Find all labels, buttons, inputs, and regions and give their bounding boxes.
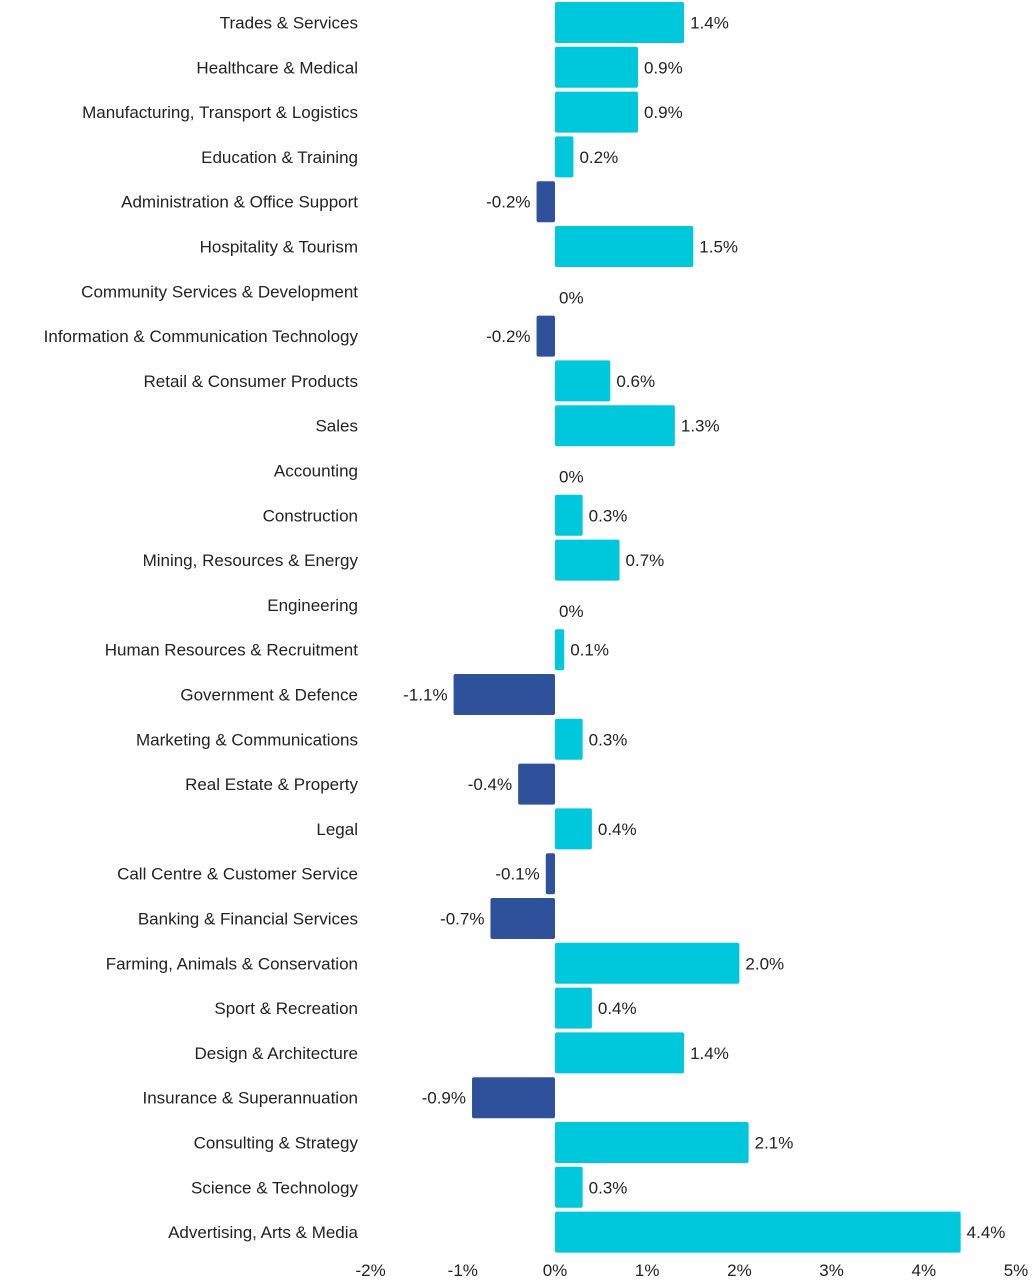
category-label: Engineering	[267, 596, 358, 615]
value-label: 0%	[559, 602, 584, 621]
value-label: 1.3%	[681, 417, 720, 436]
value-label: 0.9%	[644, 103, 683, 122]
x-tick-label: 4%	[912, 1261, 937, 1280]
value-label: 0.4%	[598, 999, 637, 1018]
x-tick-label: 3%	[819, 1261, 844, 1280]
value-label: 0.3%	[589, 506, 628, 525]
bar	[555, 226, 694, 267]
category-label: Retail & Consumer Products	[144, 372, 358, 391]
category-label: Human Resources & Recruitment	[105, 641, 358, 660]
x-tick-label: -2%	[355, 1261, 385, 1280]
bar	[555, 1166, 583, 1208]
bar	[536, 315, 555, 357]
category-label: Healthcare & Medical	[196, 58, 358, 77]
x-tick-label: 0%	[543, 1261, 568, 1280]
value-label: 4.4%	[967, 1223, 1006, 1242]
bar	[555, 136, 574, 178]
value-label: 1.4%	[690, 14, 729, 33]
category-label: Administration & Office Support	[121, 193, 358, 212]
value-label: 0.3%	[589, 730, 628, 749]
value-label: -0.2%	[486, 327, 530, 346]
bar	[555, 46, 638, 88]
x-tick-label: 5%	[1004, 1261, 1029, 1280]
value-label: 2.0%	[745, 954, 784, 973]
value-label: -0.2%	[486, 193, 530, 212]
bar	[545, 853, 555, 895]
bar	[555, 942, 740, 984]
category-label: Consulting & Strategy	[194, 1134, 359, 1153]
value-label: 1.5%	[699, 238, 738, 257]
value-label: 0.7%	[626, 551, 665, 570]
value-label: 0%	[559, 468, 584, 487]
value-label: 0.9%	[644, 58, 683, 77]
bar	[555, 2, 685, 43]
value-label: 0.3%	[589, 1178, 628, 1197]
category-label: Legal	[316, 820, 358, 839]
bar	[555, 987, 592, 1029]
category-label: Design & Architecture	[195, 1044, 358, 1063]
value-labels: 1.4% 0.9% 0.9% 0.2% -0.2% 1.5% 0% -0.2% 0.6% 1.3%…	[403, 14, 1005, 1243]
category-label: Advertising, Arts & Media	[168, 1223, 358, 1242]
bar	[518, 763, 555, 805]
value-label: 0%	[559, 288, 584, 307]
value-label: -0.7%	[440, 910, 484, 929]
category-label: Insurance & Superannuation	[143, 1089, 359, 1108]
bar	[555, 1122, 749, 1163]
category-label: Community Services & Development	[81, 282, 358, 301]
bar	[536, 181, 555, 223]
value-label: -1.1%	[403, 686, 447, 705]
value-label: 1.4%	[690, 1044, 729, 1063]
value-label: 0.4%	[598, 820, 637, 839]
bar	[555, 1032, 685, 1074]
value-label: 0.1%	[570, 641, 609, 660]
category-label: Science & Technology	[191, 1178, 358, 1197]
x-tick-label: 2%	[727, 1261, 752, 1280]
bar	[555, 808, 592, 850]
bar	[490, 898, 555, 939]
category-label: Sales	[315, 417, 358, 436]
value-label: -0.1%	[495, 865, 539, 884]
x-axis: -2% -1% 0% 1% 2% 3% 4% 5%	[355, 1261, 1028, 1280]
category-labels: Trades & Services Healthcare & Medical Man…	[44, 14, 359, 1243]
bar	[472, 1077, 555, 1119]
bar	[555, 494, 583, 536]
category-label: Education & Training	[201, 148, 358, 167]
category-label: Accounting	[274, 462, 358, 481]
bar	[453, 674, 555, 715]
bar	[555, 91, 638, 133]
value-label: 2.1%	[755, 1134, 794, 1153]
category-label: Construction	[263, 506, 358, 525]
bar	[555, 1211, 961, 1253]
category-label: Mining, Resources & Energy	[143, 551, 359, 570]
category-label: Marketing & Communications	[136, 730, 358, 749]
bar	[555, 629, 565, 671]
bar	[555, 539, 620, 581]
bar	[555, 718, 583, 760]
x-tick-label: -1%	[448, 1261, 478, 1280]
bar	[555, 360, 611, 402]
category-label: Farming, Animals & Conservation	[106, 954, 358, 973]
value-label: 0.6%	[616, 372, 655, 391]
category-label: Banking & Financial Services	[138, 910, 358, 929]
category-label: Information & Communication Technology	[44, 327, 359, 346]
category-label: Real Estate & Property	[185, 775, 358, 794]
category-label: Call Centre & Customer Service	[117, 865, 358, 884]
x-tick-label: 1%	[635, 1261, 660, 1280]
category-label: Sport & Recreation	[214, 999, 358, 1018]
bar	[555, 405, 675, 447]
category-label: Manufacturing, Transport & Logistics	[82, 103, 358, 122]
value-label: -0.9%	[422, 1089, 466, 1108]
category-label: Hospitality & Tourism	[200, 238, 358, 257]
value-label: -0.4%	[468, 775, 512, 794]
category-label: Government & Defence	[180, 686, 358, 705]
bars	[453, 2, 961, 1253]
value-label: 0.2%	[579, 148, 618, 167]
category-label: Trades & Services	[220, 14, 358, 33]
